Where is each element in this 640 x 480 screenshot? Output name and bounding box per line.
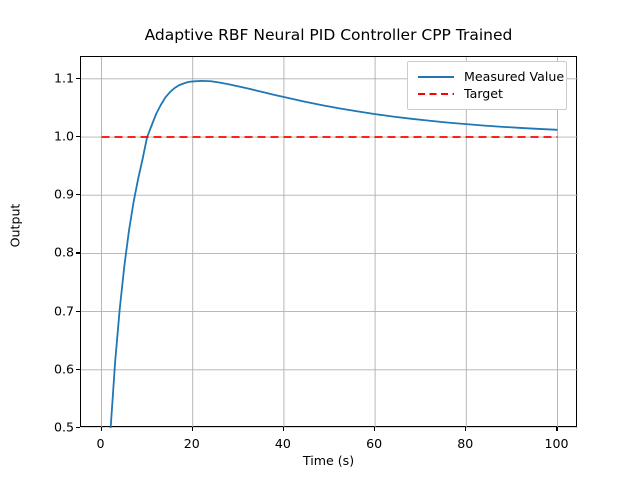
x-tick-label: 20 — [183, 436, 200, 451]
x-tick-label: 100 — [544, 436, 569, 451]
legend-swatch — [417, 88, 455, 100]
y-tick-label: 1.1 — [53, 70, 74, 86]
y-tick-mark — [76, 310, 80, 312]
x-tick-label: 60 — [366, 436, 383, 451]
y-tick-mark — [76, 427, 80, 429]
legend-label: Target — [464, 86, 503, 101]
legend-swatch — [417, 71, 455, 83]
legend-item: Target — [417, 85, 557, 102]
series-lines — [101, 79, 558, 428]
x-axis-ticks: 0 20 40 60 80 100 — [80, 427, 577, 457]
x-tick-label: 80 — [457, 436, 474, 451]
y-tick-mark — [76, 136, 80, 138]
x-tick-mark — [465, 427, 467, 431]
gridlines — [81, 57, 578, 428]
series-line — [109, 79, 558, 428]
x-tick-mark — [556, 427, 558, 431]
x-tick-mark — [282, 427, 284, 431]
x-tick-label: 0 — [96, 436, 105, 451]
y-tick-label: 0.6 — [53, 361, 74, 377]
chart-legend: Measured Value Target — [407, 61, 567, 110]
y-tick-mark — [76, 77, 80, 79]
plot-area — [80, 56, 578, 428]
y-tick-label: 0.8 — [53, 244, 74, 260]
y-tick-label: 0.7 — [53, 303, 74, 319]
x-tick-mark — [100, 427, 102, 431]
chart-title: Adaptive RBF Neural PID Controller CPP T… — [144, 26, 513, 44]
legend-item: Measured Value — [417, 68, 564, 85]
x-axis-label: Time (s) — [302, 453, 355, 468]
y-tick-label: 0.5 — [53, 419, 74, 435]
y-tick-mark — [76, 368, 80, 370]
legend-label: Measured Value — [464, 69, 565, 84]
y-axis-ticks: 0.5 0.6 0.7 0.8 0.9 1.0 1.1 — [26, 56, 80, 435]
x-tick-label: 40 — [274, 436, 291, 451]
y-axis-label: Output — [7, 203, 23, 248]
plot-svg — [81, 57, 578, 428]
y-tick-mark — [76, 252, 80, 254]
y-tick-label: 0.9 — [53, 186, 74, 202]
x-tick-mark — [191, 427, 193, 431]
y-tick-label: 1.0 — [53, 128, 74, 144]
x-tick-mark — [374, 427, 376, 431]
y-tick-mark — [76, 194, 80, 196]
